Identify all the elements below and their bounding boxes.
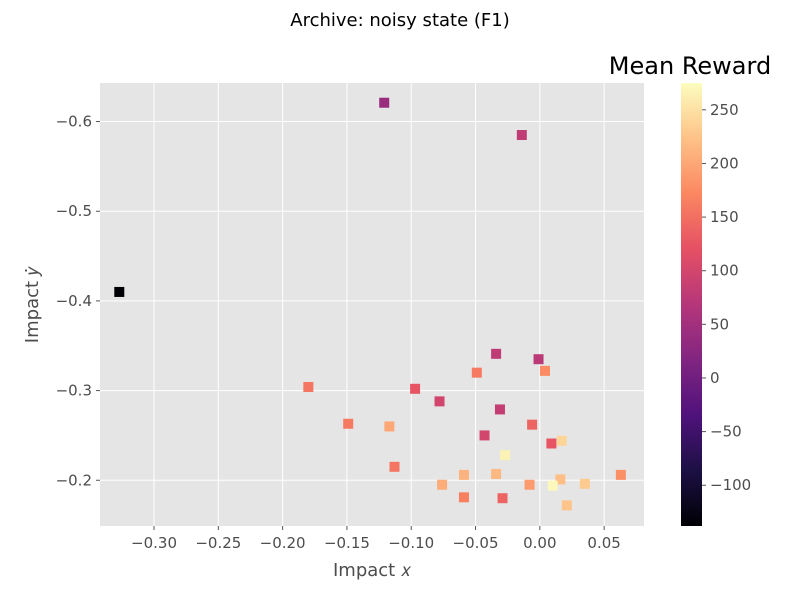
data-point-marker: [527, 419, 538, 430]
data-point-marker: [114, 286, 125, 297]
x-tick-label: −0.30: [131, 534, 177, 552]
data-point-marker: [491, 348, 502, 359]
x-tick-label: 0.05: [587, 534, 620, 552]
data-point-marker: [494, 404, 505, 415]
x-tick-label: −0.15: [324, 534, 370, 552]
x-tick-label: −0.05: [453, 534, 499, 552]
x-tick-label: −0.20: [260, 534, 306, 552]
colorbar-tick-label: 100: [710, 262, 739, 280]
data-point-marker: [547, 480, 558, 491]
grid-lines: [100, 83, 644, 526]
data-point-marker: [497, 493, 508, 504]
data-point-marker: [343, 418, 354, 429]
colorbar-tick-label: −50: [710, 423, 742, 441]
data-point-marker: [479, 430, 490, 441]
colorbar-tick-label: 200: [710, 154, 739, 172]
data-point-marker: [434, 396, 445, 407]
colorbar-tick-label: 0: [710, 369, 720, 387]
colorbar-title: Mean Reward: [609, 52, 771, 80]
data-point-marker: [491, 468, 502, 479]
data-point-marker: [556, 435, 567, 446]
data-point-marker: [437, 479, 448, 490]
data-point-marker: [546, 438, 557, 449]
y-axis-label: Impact 𝑦̇: [22, 265, 43, 343]
y-tick-labels: −0.6 −0.5 −0.4 −0.3 −0.2: [56, 113, 100, 489]
x-axis-label: Impact 𝑥: [333, 560, 412, 581]
data-point-marker: [500, 450, 511, 461]
data-point-marker: [389, 461, 400, 472]
data-point-marker: [471, 367, 482, 378]
data-point-marker: [303, 382, 314, 393]
y-tick-label: −0.3: [56, 382, 92, 400]
data-point-marker: [555, 474, 566, 485]
data-point-marker: [516, 130, 527, 141]
chart-title: Archive: noisy state (F1): [290, 10, 509, 31]
data-point-marker: [524, 479, 535, 490]
data-point-marker: [539, 365, 550, 376]
data-point-marker: [615, 469, 626, 480]
y-tick-label: −0.4: [56, 292, 92, 310]
colorbar: [681, 83, 702, 526]
y-tick-label: −0.2: [56, 471, 92, 489]
data-point-marker: [410, 383, 421, 394]
y-tick-label: −0.6: [56, 113, 92, 131]
x-tick-labels: −0.30 −0.25 −0.20 −0.15 −0.10 −0.05 0.00 0.05: [131, 526, 621, 552]
colorbar-tick-label: −100: [710, 476, 751, 494]
colorbar-ticks: −100 −50 0 50 100 150 200 250: [702, 101, 751, 494]
plot-area: [100, 83, 644, 526]
y-tick-label: −0.5: [56, 202, 92, 220]
x-tick-label: −0.25: [195, 534, 241, 552]
data-point-marker: [379, 97, 390, 108]
colorbar-tick-label: 250: [710, 101, 739, 119]
colorbar-tick-label: 50: [710, 315, 729, 333]
data-point-marker: [579, 478, 590, 489]
data-point-marker: [561, 500, 572, 511]
x-tick-label: −0.10: [388, 534, 434, 552]
data-points: [114, 97, 626, 511]
data-point-marker: [384, 421, 395, 432]
data-point-marker: [533, 354, 544, 365]
data-point-marker: [458, 469, 469, 480]
data-point-marker: [458, 492, 469, 503]
colorbar-tick-label: 150: [710, 208, 739, 226]
x-tick-label: 0.00: [523, 534, 556, 552]
